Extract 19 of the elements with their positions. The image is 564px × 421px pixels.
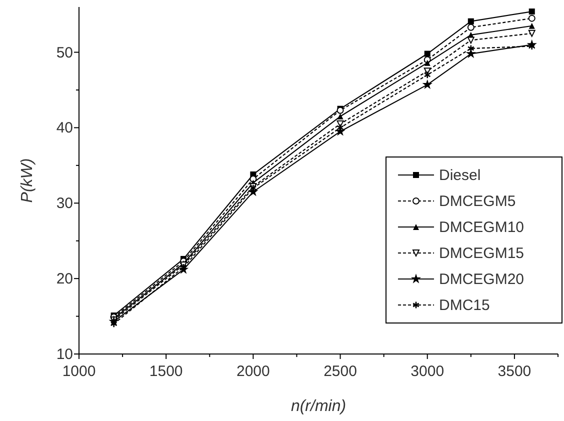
x-tick-label: 3000 [410, 363, 444, 380]
x-tick-label: 3500 [498, 363, 532, 380]
y-axis-title: P(kW) [19, 158, 36, 203]
legend-label: Diesel [439, 167, 481, 184]
y-tick-label: 10 [56, 346, 73, 363]
legend-label: DMCEGM5 [439, 193, 516, 210]
legend-label: DMC15 [439, 297, 490, 314]
y-tick-label: 40 [56, 120, 73, 137]
legend-label: DMCEGM15 [439, 245, 524, 262]
x-tick-label: 2000 [236, 363, 270, 380]
x-axis-title: n(r/min) [290, 398, 346, 415]
x-tick-label: 2500 [324, 363, 357, 380]
y-tick-label: 20 [56, 270, 73, 288]
y-tick-label: 30 [56, 195, 73, 212]
legend-label: DMCEGM20 [439, 271, 524, 288]
legend-label: DMCEGM10 [439, 219, 524, 236]
x-tick-label: 1500 [149, 363, 183, 380]
y-tick-label: 50 [56, 44, 73, 62]
x-tick-label: 1000 [62, 363, 96, 380]
